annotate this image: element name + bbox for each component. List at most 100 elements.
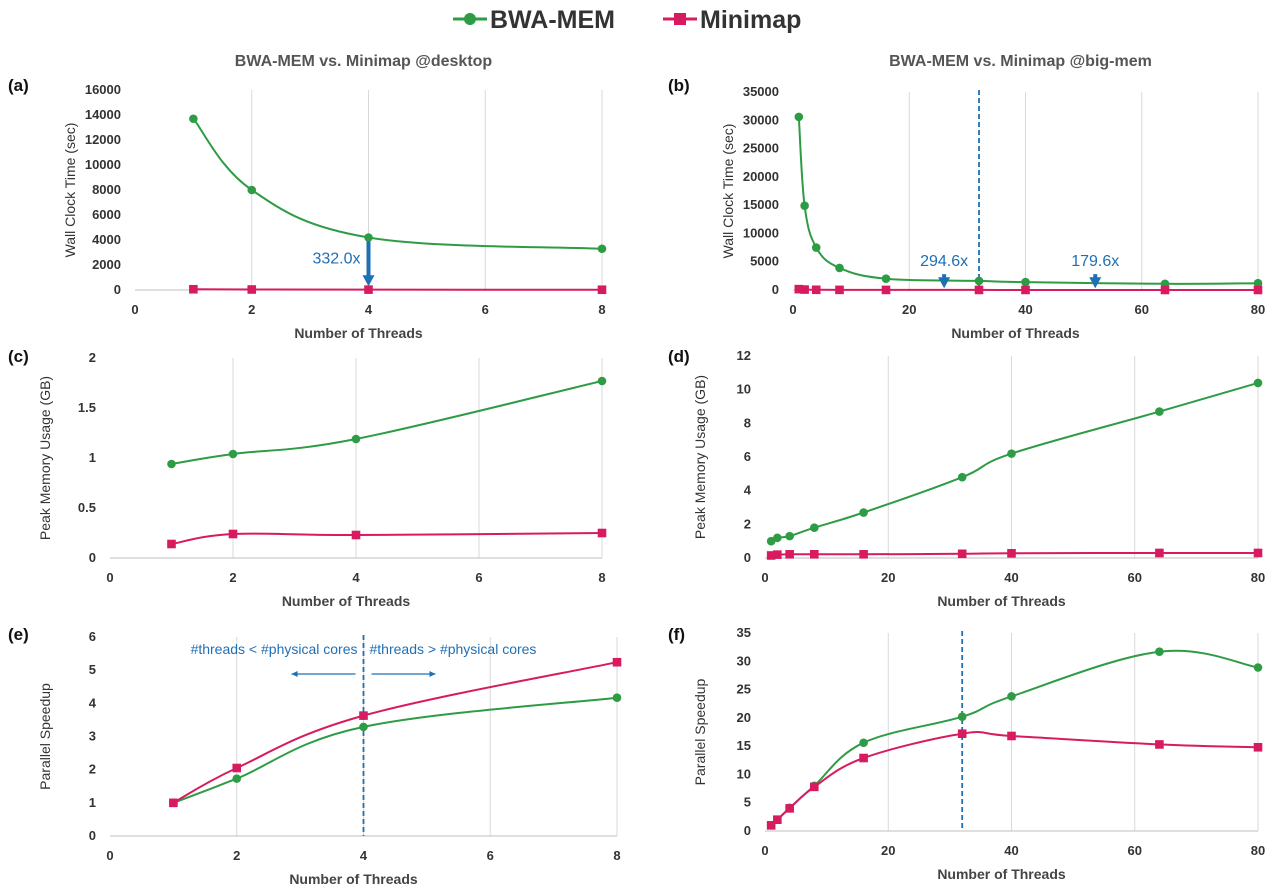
y-tick-label: 8: [744, 415, 751, 430]
region-arrow-right: [371, 671, 436, 677]
legend-item-minimap: Minimap: [663, 6, 801, 34]
data-point-bwa-mem: [1155, 407, 1164, 416]
data-point-bwa-mem: [364, 233, 373, 242]
series-line-bwa-mem: [797, 116, 1259, 285]
y-tick-label: 8000: [92, 182, 121, 197]
speedup-label: 332.0x: [312, 250, 360, 267]
data-point-minimap: [232, 763, 242, 773]
x-axis-label: Number of Threads: [951, 325, 1080, 341]
y-tick-label: 4000: [92, 232, 121, 247]
x-tick-label: 20: [881, 570, 895, 585]
y-tick-label: 0: [744, 550, 751, 565]
data-point-bwa-mem: [835, 263, 844, 273]
y-tick-label: 0.5: [78, 500, 96, 515]
data-point-minimap: [612, 657, 622, 667]
y-tick-label: 25000: [743, 141, 779, 156]
x-tick-label: 2: [229, 570, 236, 585]
y-axis-label: Parallel Speedup: [37, 683, 53, 790]
y-tick-label: 5: [744, 795, 751, 810]
y-tick-label: 10: [737, 382, 751, 397]
data-point-bwa-mem: [881, 274, 891, 283]
chart-panel-a: (a) BWA-MEM vs. Minimap @desktop 0 2000 4000…: [8, 53, 607, 341]
data-point-minimap: [359, 711, 368, 720]
data-point-minimap: [810, 549, 819, 559]
data-point-minimap: [247, 285, 257, 294]
x-tick-label: 60: [1128, 843, 1142, 858]
y-tick-label: 20000: [743, 169, 779, 184]
x-axis-label: Number of Threads: [282, 593, 411, 609]
y-tick-label: 12: [737, 348, 751, 363]
x-tick-label: 2: [233, 848, 240, 863]
y-tick-label: 35: [737, 625, 751, 640]
y-tick-label: 6000: [92, 207, 121, 222]
series-line-bwa-mem: [770, 381, 1259, 543]
series-bwa-mem: [189, 114, 607, 254]
data-point-minimap: [351, 530, 361, 540]
x-tick-label: 40: [1018, 302, 1032, 317]
y-tick-label: 12000: [85, 132, 121, 147]
speedup-label: 294.6x: [920, 253, 968, 270]
series-line-bwa-mem: [171, 380, 603, 465]
y-tick-label: 30000: [743, 112, 779, 127]
data-point-bwa-mem: [811, 243, 821, 252]
data-point-minimap: [773, 815, 782, 824]
panel-label: (a): [8, 76, 29, 95]
data-point-bwa-mem: [785, 531, 794, 541]
legend-label-bwa-mem: BWA-MEM: [490, 6, 615, 34]
y-tick-label: 0: [772, 282, 779, 297]
y-tick-label: 1: [89, 450, 96, 465]
data-point-minimap: [881, 285, 891, 295]
data-point-bwa-mem: [247, 185, 257, 195]
x-axis-label: Number of Threads: [937, 866, 1066, 882]
x-tick-label: 40: [1004, 843, 1018, 858]
data-point-minimap: [1253, 548, 1263, 558]
panel-label: (d): [668, 347, 690, 366]
data-point-minimap: [169, 798, 178, 808]
x-tick-label: 4: [365, 302, 373, 317]
series-line-bwa-mem: [173, 696, 618, 804]
x-tick-label: 80: [1251, 570, 1265, 585]
series-minimap: [169, 657, 622, 808]
series-minimap: [766, 729, 1263, 830]
y-tick-label: 3: [89, 729, 96, 744]
data-point-bwa-mem: [189, 114, 198, 124]
data-point-bwa-mem: [359, 722, 368, 732]
panel-label: (c): [8, 347, 29, 366]
data-point-bwa-mem: [1007, 692, 1016, 701]
y-axis-label: Peak Memory Usage (GB): [37, 376, 53, 540]
series-bwa-mem: [167, 376, 607, 469]
y-tick-label: 4: [744, 483, 752, 498]
x-tick-label: 40: [1004, 570, 1018, 585]
x-tick-label: 8: [598, 570, 605, 585]
data-point-bwa-mem: [167, 459, 176, 469]
y-tick-label: 35000: [743, 84, 779, 99]
y-tick-label: 2000: [92, 257, 121, 272]
series-line-minimap: [770, 731, 1259, 827]
y-tick-label: 5: [89, 662, 96, 677]
legend-item-bwa-mem: BWA-MEM: [453, 6, 615, 34]
data-point-minimap: [811, 285, 821, 295]
series-line-minimap: [798, 288, 1258, 292]
series-minimap: [766, 548, 1263, 560]
y-tick-label: 30: [737, 653, 751, 668]
y-tick-label: 2: [89, 762, 96, 777]
y-tick-label: 4: [89, 695, 97, 710]
x-tick-label: 8: [598, 302, 605, 317]
x-axis-label: Number of Threads: [289, 871, 418, 886]
y-tick-label: 0: [114, 282, 121, 297]
chart-panel-f: (f) 0 5 10 15 20 25 30 35 0 20 40 60 80 Number of Thre…: [668, 625, 1265, 882]
data-point-bwa-mem: [1253, 278, 1263, 288]
series-line-minimap: [193, 288, 603, 291]
x-tick-label: 6: [487, 848, 494, 863]
y-tick-label: 10000: [85, 157, 121, 172]
chart-panel-e: (e) 0 1 2 3 4 5 6 0 2 4 6 8 Number of Threads Parallel…: [8, 625, 622, 886]
y-tick-label: 0: [89, 828, 96, 843]
data-point-bwa-mem: [974, 276, 984, 286]
y-axis-label: Peak Memory Usage (GB): [692, 375, 708, 539]
x-tick-label: 20: [902, 302, 916, 317]
x-tick-label: 60: [1128, 570, 1142, 585]
data-point-minimap: [766, 551, 776, 560]
x-tick-label: 80: [1251, 302, 1265, 317]
x-tick-label: 20: [881, 843, 895, 858]
